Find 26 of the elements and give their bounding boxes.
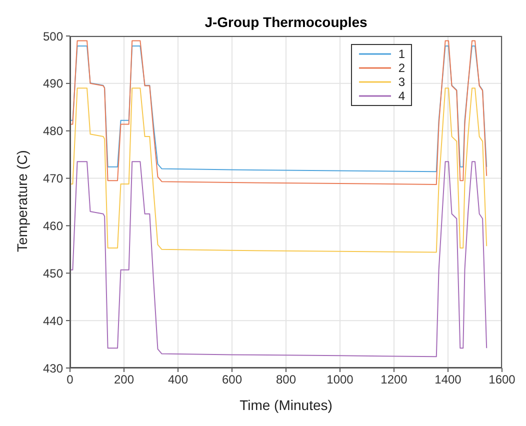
y-tick-label: 460 — [42, 218, 64, 233]
y-tick-label: 470 — [42, 172, 64, 186]
x-tick-label: 0 — [66, 372, 74, 387]
x-tick-label: 400 — [168, 372, 188, 387]
chart-title: J-Group Thermocouples — [204, 14, 368, 30]
x-axis-title: Time (Minutes) — [240, 397, 332, 413]
y-tick-label: 450 — [42, 266, 64, 280]
y-tick-label: 490 — [42, 76, 64, 91]
x-tick-label: 1000 — [326, 372, 354, 387]
x-tick-label: 1200 — [380, 372, 408, 387]
x-tick-label: 1600 — [488, 372, 516, 387]
legend-label: 2 — [398, 61, 405, 75]
x-tick-label: 600 — [222, 372, 242, 387]
y-tick-label: 480 — [42, 124, 64, 138]
x-tick-label: 200 — [114, 372, 134, 387]
x-tick-label: 800 — [276, 372, 296, 387]
legend-label: 4 — [398, 89, 405, 103]
legend-label: 3 — [398, 75, 405, 89]
line-series — [70, 88, 488, 253]
legend-label: 1 — [398, 47, 405, 61]
y-tick-label: 500 — [42, 29, 64, 44]
y-axis-title: Temperature (C) — [14, 150, 30, 252]
y-tick-label: 430 — [42, 361, 64, 376]
y-tick-label: 440 — [42, 314, 64, 328]
line-series — [70, 161, 488, 358]
x-tick-label: 1400 — [434, 372, 462, 387]
